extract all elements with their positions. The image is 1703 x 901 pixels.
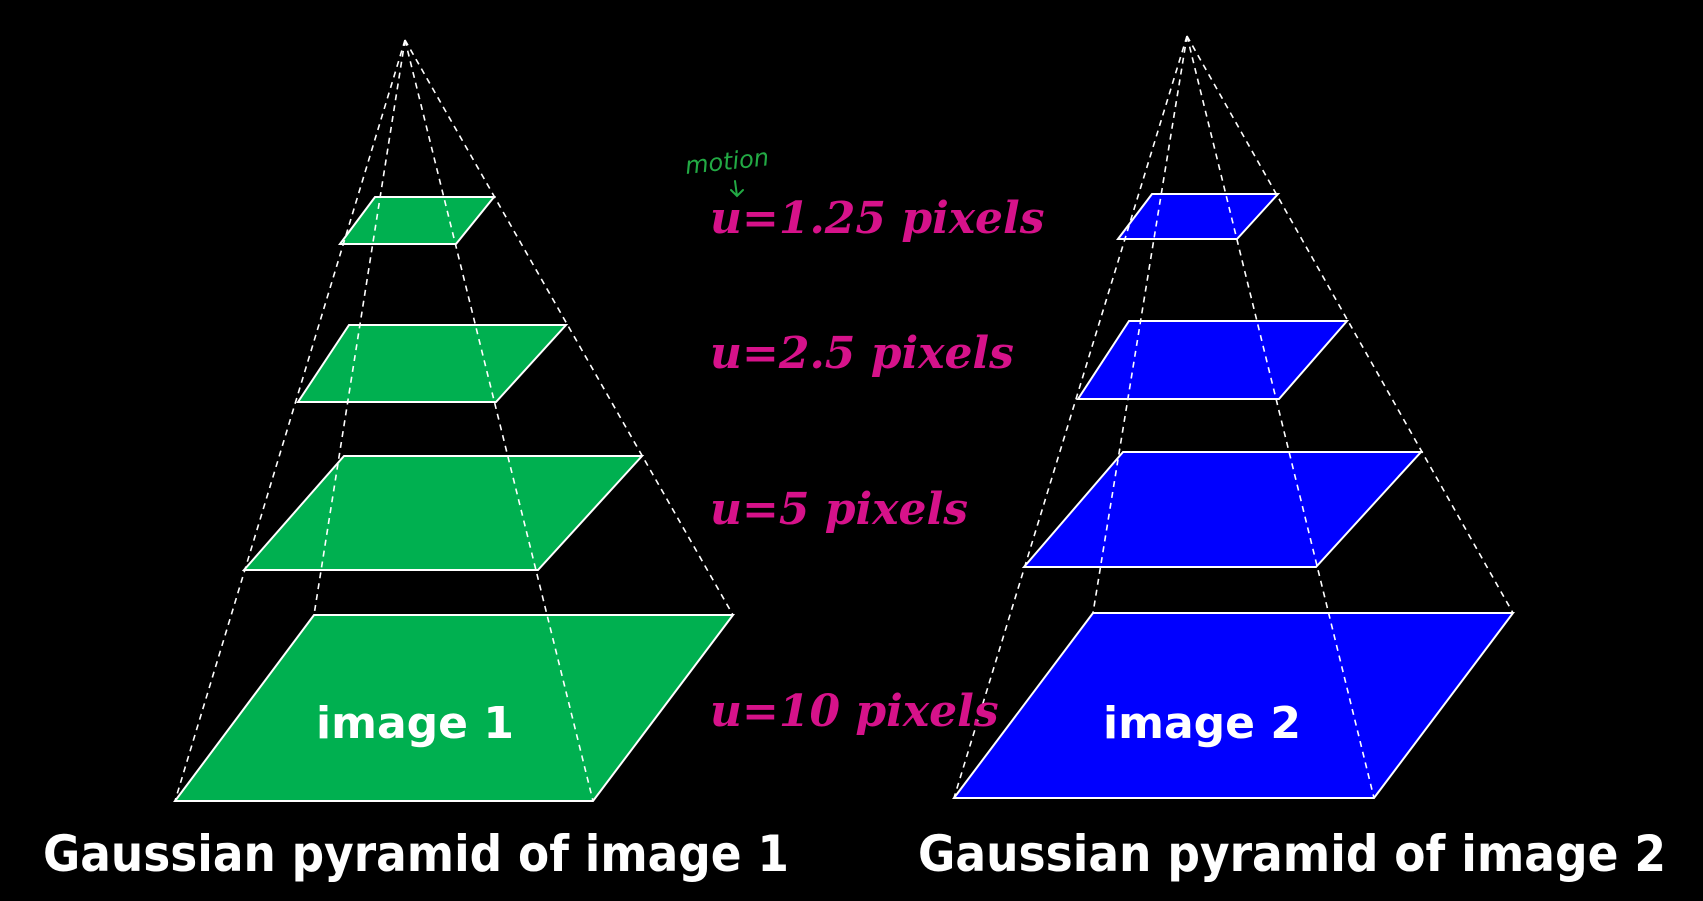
pyramid-2-edge-front xyxy=(1186,35,1375,799)
motion-label-level-3: u=1.25 pixels xyxy=(710,193,1045,244)
motion-label-level-0: u=10 pixels xyxy=(710,686,999,737)
motion-labels: u=1.25 pixels u=2.5 pixels u=5 pixels u=… xyxy=(710,193,1045,737)
annotation-text: motion xyxy=(684,143,771,180)
pyramid-1-level-2 xyxy=(296,324,569,403)
pyramid-1-edge-right xyxy=(404,39,734,616)
pyramid-2-level-2 xyxy=(1076,320,1350,400)
pyramid-2-level-3 xyxy=(1115,193,1281,240)
handwritten-annotation: motion xyxy=(684,143,771,198)
annotation-arrow-icon xyxy=(730,180,744,198)
pyramid-1-edge-back-left xyxy=(313,39,406,616)
pyramid-2: image 2 xyxy=(951,35,1516,799)
pyramid-1-level-1 xyxy=(241,455,645,571)
pyramid-1-caption: Gaussian pyramid of image 1 xyxy=(43,825,789,883)
pyramid-1: image 1 xyxy=(173,39,736,802)
pyramid-2-edge-back-left xyxy=(1092,35,1188,614)
motion-label-level-1: u=5 pixels xyxy=(710,484,968,535)
pyramid-1-base-label: image 1 xyxy=(316,698,514,749)
pyramid-1-edge-left xyxy=(174,39,406,802)
pyramid-2-base-label: image 2 xyxy=(1103,698,1301,749)
pyramid-1-edge-front xyxy=(404,39,594,802)
pyramid-2-edge-left xyxy=(953,35,1188,799)
pyramid-2-caption: Gaussian pyramid of image 2 xyxy=(918,825,1666,883)
pyramid-1-level-3 xyxy=(338,196,497,245)
pyramid-2-edge-right xyxy=(1186,35,1514,614)
pyramid-2-level-1 xyxy=(1021,451,1424,568)
motion-label-level-2: u=2.5 pixels xyxy=(710,328,1014,379)
